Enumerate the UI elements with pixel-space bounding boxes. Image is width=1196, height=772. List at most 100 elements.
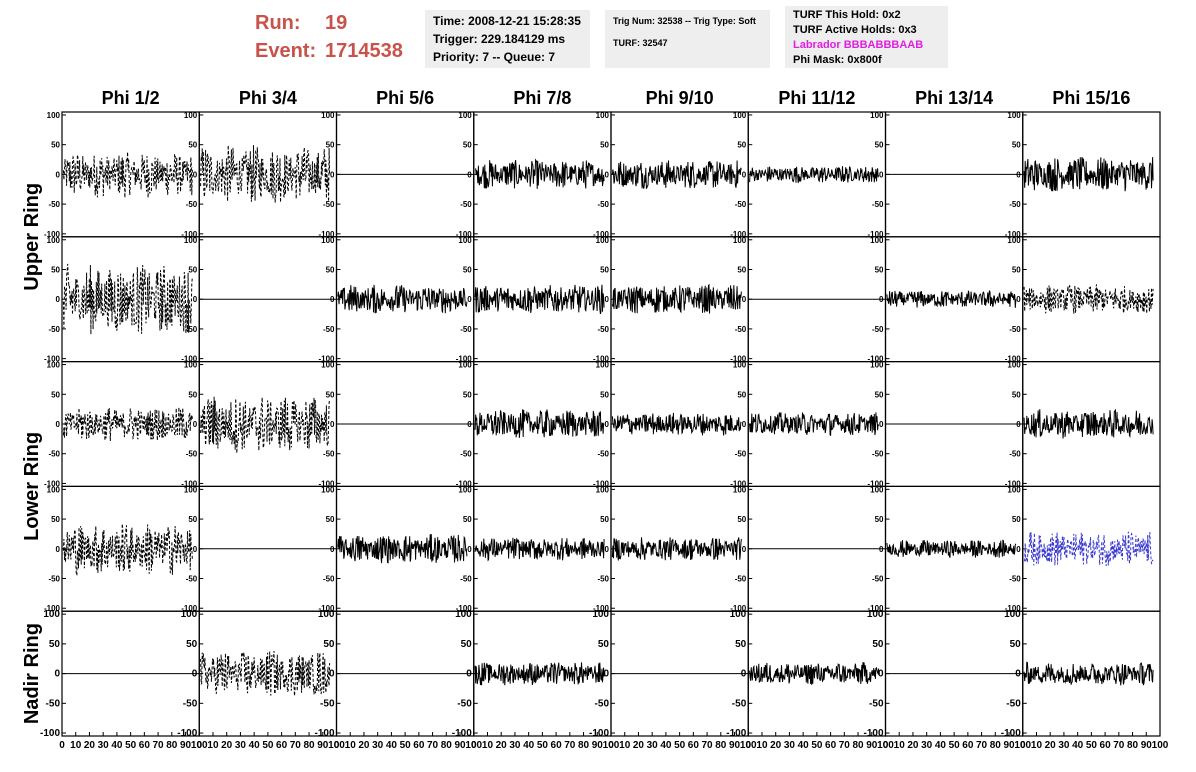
x-tick-label: 50 (1086, 740, 1098, 751)
x-tick-label: 20 (496, 740, 508, 751)
x-tick-label: 30 (235, 740, 247, 751)
waveform-solid (886, 539, 1017, 558)
x-tick-label: 100 (1014, 740, 1031, 751)
y-tick-label: 0 (467, 545, 472, 554)
x-tick-label: 20 (84, 740, 96, 751)
y-tick-label: -100 (44, 604, 61, 613)
y-tick-label: 50 (872, 639, 884, 650)
y-tick-label: 50 (188, 515, 197, 524)
x-tick-label: 90 (729, 740, 741, 751)
y-tick-label: 100 (458, 111, 472, 120)
y-tick-label: 100 (458, 361, 472, 370)
y-tick-label: 0 (879, 420, 884, 429)
x-tick-label: 20 (1045, 740, 1057, 751)
x-tick-label: 80 (441, 740, 453, 751)
info-line: Phi Mask: 0x800f (793, 54, 882, 66)
x-tick-label: 60 (413, 740, 425, 751)
y-tick-label: -50 (183, 698, 198, 709)
info-line: Time: 2008-12-21 15:28:35 (433, 14, 581, 28)
y-tick-label: 50 (1012, 265, 1021, 274)
y-tick-label: 0 (56, 420, 61, 429)
x-tick-label: 0 (608, 740, 614, 751)
y-tick-label: 50 (51, 265, 60, 274)
y-tick-label: 100 (1007, 361, 1021, 370)
info-line: TURF: 32547 (613, 38, 668, 48)
info-line: Trigger: 229.184129 ms (433, 32, 566, 46)
y-tick-label: 100 (1007, 485, 1021, 494)
y-tick-label: 0 (193, 420, 198, 429)
waveform-solid (475, 158, 605, 189)
y-tick-label: -100 (318, 604, 335, 613)
y-tick-label: 50 (186, 639, 198, 650)
waveform-dashed (62, 407, 193, 442)
x-tick-label: 60 (276, 740, 288, 751)
y-tick-label: 50 (737, 141, 746, 150)
x-tick-label: 90 (1003, 740, 1015, 751)
y-tick-label: -50 (735, 450, 747, 459)
x-tick-label: 100 (877, 740, 894, 751)
x-tick-label: 0 (334, 740, 340, 751)
waveform-dashed (200, 145, 331, 203)
turf-box: TURF This Hold: 0x2 TURF Active Holds: 0… (785, 6, 948, 68)
x-tick-label: 30 (372, 740, 384, 751)
y-tick-label: -50 (48, 450, 60, 459)
y-tick-label: 50 (875, 141, 884, 150)
y-tick-label: -50 (1009, 575, 1021, 584)
y-tick-label: 50 (188, 390, 197, 399)
x-tick-label: 10 (756, 740, 768, 751)
y-tick-label: -100 (1001, 728, 1021, 739)
y-tick-label: 50 (1012, 515, 1021, 524)
x-tick-label: 80 (715, 740, 727, 751)
y-tick-label: 50 (735, 639, 747, 650)
y-tick-label: -50 (320, 698, 335, 709)
x-tick-label: 80 (990, 740, 1002, 751)
y-tick-label: 100 (47, 236, 61, 245)
y-tick-label: -100 (1005, 479, 1022, 488)
y-tick-label: -50 (1009, 200, 1021, 209)
y-tick-label: 0 (467, 170, 472, 179)
x-tick-label: 70 (153, 740, 165, 751)
y-tick-label: 50 (326, 390, 335, 399)
waveform-dashed (62, 523, 193, 576)
y-tick-label: 100 (184, 236, 198, 245)
x-tick-label: 30 (647, 740, 659, 751)
y-tick-label: -50 (323, 200, 335, 209)
x-tick-label: 90 (1141, 740, 1153, 751)
x-tick-label: 80 (1127, 740, 1139, 751)
y-tick-label: 50 (737, 515, 746, 524)
y-tick-label: -100 (181, 604, 198, 613)
column-label: Phi 15/16 (1052, 88, 1130, 108)
y-tick-label: -100 (40, 728, 60, 739)
info-line: Priority: 7 -- Queue: 7 (433, 50, 556, 64)
waveform-dashed (1023, 284, 1154, 314)
y-tick-label: 0 (742, 545, 747, 554)
y-tick-label: -50 (1009, 325, 1021, 334)
x-tick-label: 70 (976, 740, 988, 751)
x-tick-label: 80 (852, 740, 864, 751)
y-tick-label: 50 (51, 515, 60, 524)
y-tick-label: 100 (870, 111, 884, 120)
y-tick-label: -50 (323, 325, 335, 334)
y-tick-label: 50 (188, 141, 197, 150)
y-tick-label: 0 (56, 170, 61, 179)
y-tick-label: 100 (184, 361, 198, 370)
y-tick-label: -50 (186, 325, 198, 334)
waveform-solid (1023, 661, 1154, 686)
x-tick-label: 10 (1031, 740, 1043, 751)
y-tick-label: 50 (326, 141, 335, 150)
y-tick-label: -100 (44, 355, 61, 364)
x-tick-label: 100 (740, 740, 757, 751)
y-tick-label: 0 (605, 295, 610, 304)
waveform-solid (749, 662, 880, 685)
y-tick-label: -50 (460, 200, 472, 209)
y-tick-label: 50 (600, 390, 609, 399)
y-tick-label: -50 (597, 450, 609, 459)
y-tick-label: 100 (730, 609, 747, 620)
x-tick-label: 20 (633, 740, 645, 751)
y-tick-label: 100 (321, 236, 335, 245)
y-tick-label: 0 (330, 170, 335, 179)
y-tick-label: -100 (1005, 604, 1022, 613)
y-tick-label: 100 (318, 609, 335, 620)
y-tick-label: -50 (597, 575, 609, 584)
y-tick-label: -100 (318, 479, 335, 488)
